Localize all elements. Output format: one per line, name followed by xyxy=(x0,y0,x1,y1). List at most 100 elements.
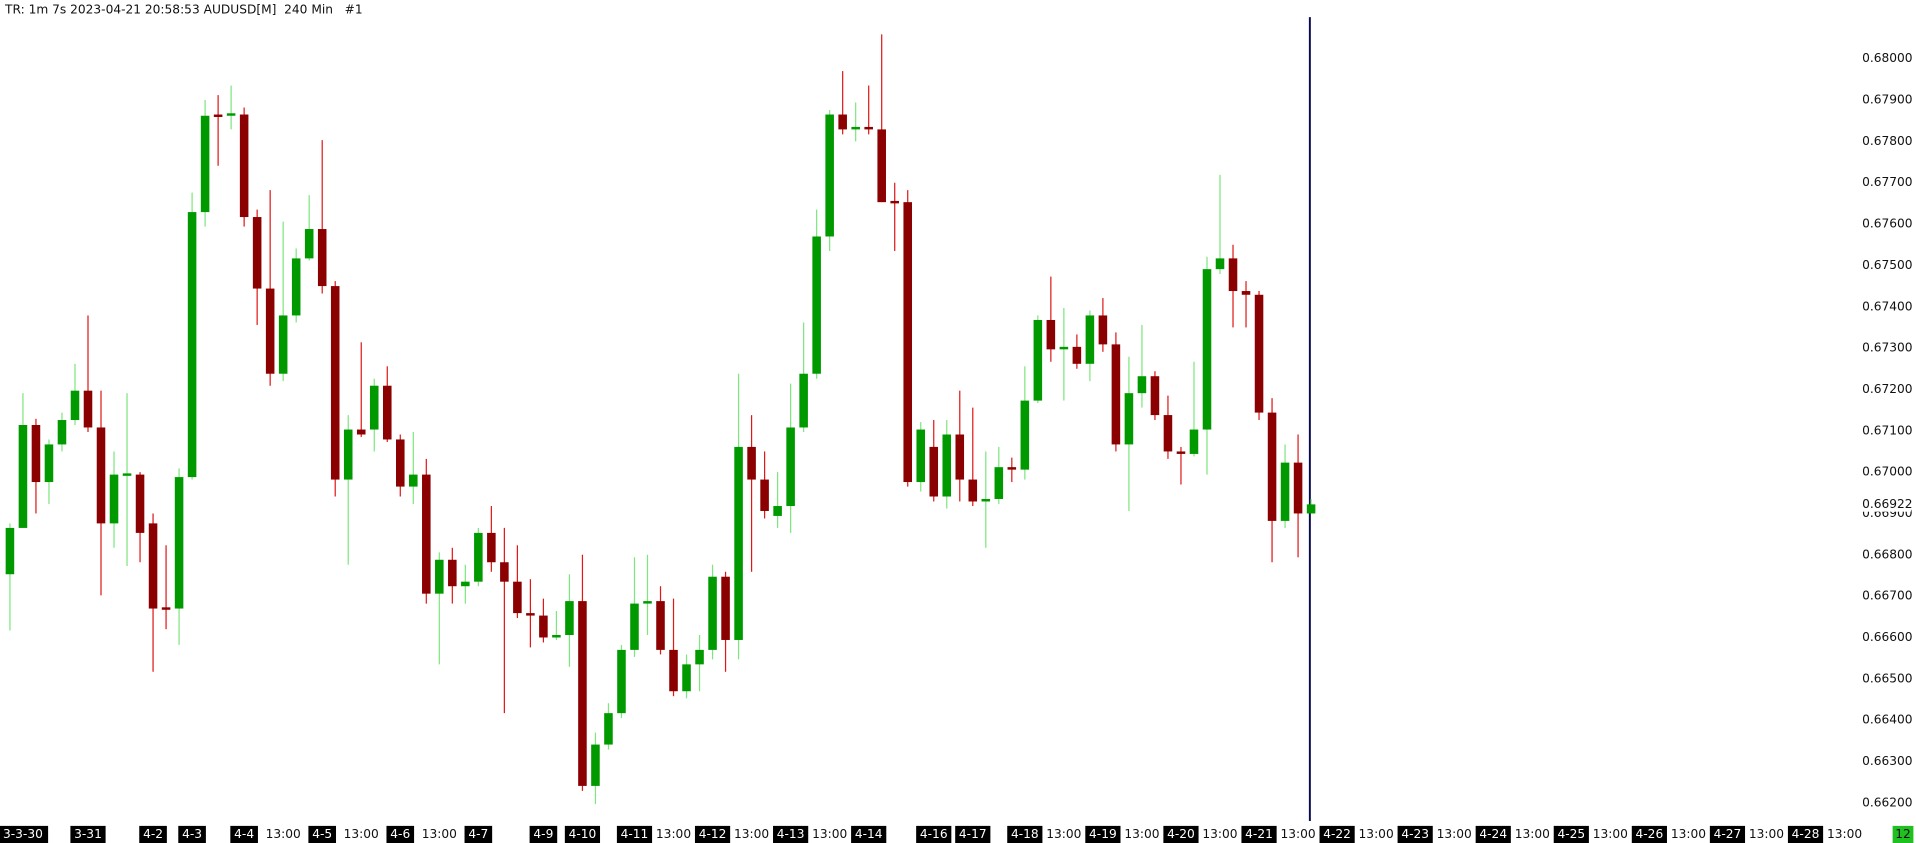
candle-body xyxy=(825,114,834,237)
x-tick-box xyxy=(386,825,415,843)
x-tick-label: 13:00 xyxy=(1827,827,1862,841)
x-tick-box xyxy=(916,825,952,843)
candle-body xyxy=(200,115,210,213)
x-tick-box xyxy=(308,825,337,843)
x-tick-label: 4-25 xyxy=(1557,827,1585,841)
candle-body xyxy=(565,601,574,636)
x-tick-box xyxy=(230,825,258,843)
candle-body xyxy=(916,429,926,483)
candle-body xyxy=(526,613,535,616)
candle-body xyxy=(1072,346,1082,364)
x-tick-label: 4-14 xyxy=(855,827,883,841)
x-tick-label: 13:00 xyxy=(1671,827,1706,841)
candle-body xyxy=(1293,462,1303,514)
candle-body xyxy=(57,420,67,445)
candle-body xyxy=(1176,451,1186,454)
x-tick-box xyxy=(1553,825,1589,843)
x-tick-label: 13:00 xyxy=(1359,827,1394,841)
candle-body xyxy=(812,236,821,374)
x-tick-label: 3-3-30 xyxy=(3,827,43,841)
candle-body xyxy=(630,603,639,650)
x-tick-box xyxy=(1397,825,1433,843)
candle-body xyxy=(369,385,379,430)
candle-body xyxy=(70,390,80,421)
x-tick-label: 4-12 xyxy=(699,827,727,841)
candle-body xyxy=(96,427,106,524)
candle-body xyxy=(1254,294,1264,413)
x-tick-box xyxy=(773,825,809,843)
x-tick-label: 4-6 xyxy=(390,827,410,841)
candle-body xyxy=(773,506,782,516)
candle-body xyxy=(1124,393,1134,445)
x-tick-label: 4-28 xyxy=(1792,827,1820,841)
y-tick-label: 0.66700 xyxy=(1862,589,1912,603)
candle-body xyxy=(1267,412,1277,521)
x-tick-label: 4-4 xyxy=(234,827,254,841)
candle-body xyxy=(981,498,991,502)
x-tick-box xyxy=(1475,825,1511,843)
x-tick-box xyxy=(1787,825,1824,843)
candle-body xyxy=(396,439,405,487)
candle-body xyxy=(135,474,145,533)
candle-body xyxy=(448,559,457,587)
x-tick-label: 13:00 xyxy=(266,827,301,841)
x-tick-label: 4-20 xyxy=(1167,827,1195,841)
candle-body xyxy=(161,607,171,610)
candle-body xyxy=(487,532,496,563)
candle-body xyxy=(864,126,873,130)
candle-body xyxy=(1085,315,1095,364)
y-tick-label: 0.67100 xyxy=(1862,423,1912,437)
x-tick-label: 4-27 xyxy=(1714,827,1742,841)
candle-body xyxy=(213,114,223,117)
x-tick-label: 13:00 xyxy=(422,827,457,841)
y-tick-label: 0.66300 xyxy=(1862,754,1912,768)
chart-title: TR: 1m 7s 2023-04-21 20:58:53 AUDUSD[M] … xyxy=(4,2,363,16)
candle-body xyxy=(239,114,249,218)
x-tick-box xyxy=(1241,825,1277,843)
candle-body xyxy=(591,744,600,786)
last-price-label: 0.66922 xyxy=(1862,497,1912,511)
y-tick-label: 0.66200 xyxy=(1862,795,1912,809)
y-tick-label: 0.67000 xyxy=(1862,465,1912,479)
y-tick-label: 0.67500 xyxy=(1862,258,1912,272)
y-tick-label: 0.68000 xyxy=(1862,51,1912,65)
y-tick-label: 0.66500 xyxy=(1862,671,1912,685)
candle-body xyxy=(343,429,353,480)
candle-body xyxy=(682,664,691,692)
x-tick-box xyxy=(1163,825,1199,843)
y-tick-label: 0.67600 xyxy=(1862,217,1912,231)
y-tick-label: 0.67200 xyxy=(1862,382,1912,396)
candle-body xyxy=(109,474,119,524)
x-tick-label: 3-31 xyxy=(74,827,102,841)
candle-body xyxy=(877,129,886,203)
y-tick-label: 0.66400 xyxy=(1862,713,1912,727)
x-tick-box xyxy=(1631,825,1667,843)
x-tick-label: 13:00 xyxy=(1515,827,1550,841)
candle-body xyxy=(1046,319,1056,350)
x-tick-label: 13:00 xyxy=(1124,827,1159,841)
candle-body xyxy=(148,523,158,609)
candle-body xyxy=(31,424,41,483)
candle-body xyxy=(500,562,509,582)
x-tick-label: 4-10 xyxy=(569,827,597,841)
candle-body xyxy=(1033,319,1043,401)
candle-body xyxy=(799,373,808,428)
candle-body xyxy=(786,427,795,507)
y-tick-label: 0.66800 xyxy=(1862,547,1912,561)
x-tick-label: 4-26 xyxy=(1636,827,1664,841)
candle-body xyxy=(1163,415,1173,452)
candle-body xyxy=(1020,400,1030,470)
x-tick-label: 13:00 xyxy=(1593,827,1628,841)
candle-body xyxy=(1241,291,1251,295)
candle-body xyxy=(643,601,652,604)
x-tick-label: 4-7 xyxy=(468,827,488,841)
candle-body xyxy=(83,390,93,428)
x-tick-box xyxy=(70,825,106,843)
x-tick-label: 13:00 xyxy=(344,827,379,841)
x-tick-label: 13:00 xyxy=(1749,827,1784,841)
candle-body xyxy=(578,601,587,786)
x-tick-label: 4-24 xyxy=(1479,827,1507,841)
x-tick-label: 13:00 xyxy=(1280,827,1315,841)
